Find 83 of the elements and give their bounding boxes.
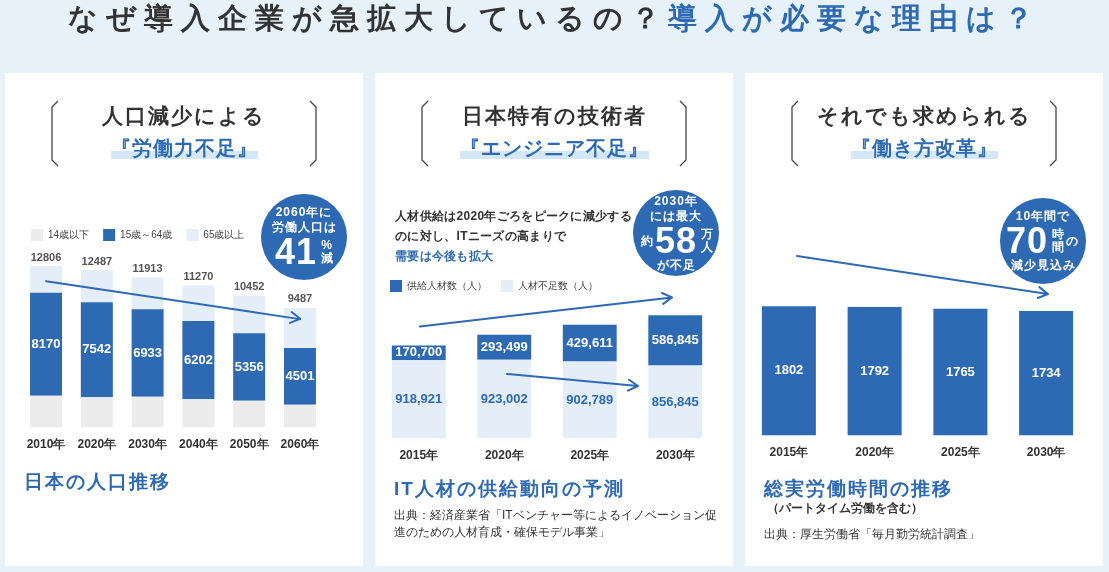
x-tick-label: 2030年 [655,448,695,463]
data-label: 8170 [31,335,61,351]
data-label: 856,845 [651,393,699,409]
chart-title: 日本特有の技術者 [460,104,648,128]
data-label: 6933 [133,344,163,360]
data-label: 170,700 [395,344,443,360]
x-tick-label: 2025年 [941,445,980,460]
x-tick-label: 2020年 [484,448,524,463]
x-tick-label: 2020年 [855,445,894,460]
bar [391,360,446,439]
total-label: 12487 [81,254,113,267]
data-label: 1765 [945,363,975,379]
bar [182,320,215,400]
x-tick-label: 2050年 [229,437,269,452]
chart-title: それでも求められる [815,104,1033,128]
x-tick-label: 2030年 [1026,445,1066,460]
total-label: 12806 [30,250,62,263]
total-label: 9487 [287,292,313,305]
total-label: 11270 [183,269,214,282]
bar [182,399,215,428]
chart-subtitle: 『働き方改革』 [850,137,998,159]
bar [648,365,703,439]
bar [131,309,164,397]
legend-label: 65歳以上 [203,228,245,240]
source-note: 出典：厚生労働省「毎月勤労統計調査」 [764,526,981,543]
bar [131,396,164,428]
bar [233,400,266,428]
data-label: 923,002 [480,390,528,406]
chart-subtitle: 『エンジニア不足』 [459,137,649,159]
text: 『労働力不足』 [110,137,258,159]
x-tick-label: 2015年 [399,448,439,463]
text: 需要は今後も拡大 [395,248,495,265]
x-tick-label: 2020年 [77,437,117,452]
x-tick-label: 2025年 [570,448,610,463]
bar [233,295,266,334]
data-label: 1802 [774,362,804,378]
x-tick-label: 2060年 [280,437,320,452]
text: 日本の人口推移 [24,471,171,493]
data-label: 1734 [1031,364,1062,380]
x-tick-label: 2030年 [128,437,167,452]
legend-label: 供給人材数（人） [407,279,487,291]
bar [477,359,532,439]
text: （パートタイム労働を含む） [767,501,923,516]
annotation: %減 [320,238,334,265]
bar [30,266,63,293]
text: 導入が必要な理由は？ [668,2,1041,34]
text: 人材供給は2020年ごろをピークに減少するのに対し、ITニーズの高まりで [395,208,633,245]
data-label: 918,921 [395,390,443,406]
source-note: 出典：経済産業省「ITベンチャー等によるイノベーション促進のための人材育成・確保モデル事業」 [394,507,718,541]
text: IT人材の供給動向の予測 [394,478,625,500]
data-label: 902,789 [566,391,614,407]
bar [30,292,63,396]
total-label: 11913 [132,261,163,274]
data-label: 429,611 [566,334,613,350]
annotation: 2060年に [275,205,333,220]
legend-label: 15歳～64歳 [120,228,173,240]
bar [233,333,266,401]
legend-label: 人材不足数（人） [518,279,598,291]
text: なぜ導入企業が急拡大しているの？ [68,2,668,34]
data-label: 5356 [234,358,264,374]
bar [283,307,316,348]
data-label: 1792 [860,362,890,378]
chart-title: 人口減少による [101,104,267,128]
bar [182,285,215,321]
x-tick-label: 2040年 [179,437,218,452]
bar [80,302,113,398]
bar [30,395,63,428]
x-tick-label: 2010年 [26,437,66,452]
total-label: 10452 [233,280,265,293]
data-label: 293,499 [480,338,528,354]
annotation: 労働人口は [271,220,337,235]
bar [80,270,113,303]
data-label: 4501 [285,367,315,383]
data-label: 586,845 [651,331,699,347]
bar [283,404,316,428]
data-label: 7542 [82,341,112,357]
bar [131,277,164,310]
bar [80,397,113,428]
data-label: 6202 [183,351,213,367]
x-tick-label: 2015年 [769,445,809,460]
text: 総実労働時間の推移 [764,478,953,500]
legend-label: 14歳以下 [48,228,90,240]
bar [283,347,316,405]
